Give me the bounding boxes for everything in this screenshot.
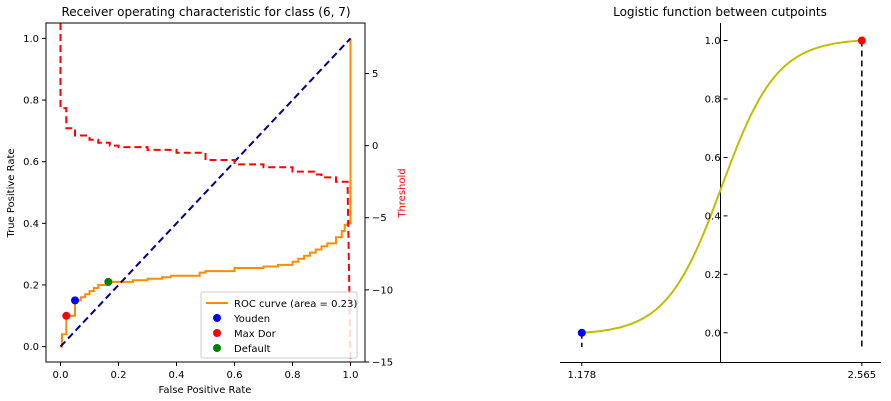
- roc-y-tick-label: 0.2: [23, 280, 39, 291]
- legend-youden-label: Youden: [233, 314, 270, 325]
- roc-y-ticks: 0.0 0.2 0.4 0.6 0.8 1.0: [23, 34, 46, 353]
- roc-y-tick-label: 0.4: [23, 219, 39, 230]
- roc-curve: [60, 38, 352, 348]
- legend-frame: [200, 291, 358, 359]
- roc-y-tick-label: 1.0: [23, 34, 39, 45]
- logistic-panel: Logistic function between cutpoints 0.00…: [560, 5, 881, 381]
- logistic-x-tick-label: 1.178: [567, 370, 596, 381]
- legend-maxdor-swatch: [213, 329, 221, 337]
- logistic-y-ticks: 0.0 0.2 0.4 0.6 0.8 1.0: [705, 36, 728, 339]
- lower-cutpoint-marker: [577, 328, 586, 337]
- logistic-y-tick-label: 0.8: [705, 94, 721, 105]
- roc-x-tick-label: 0.6: [227, 370, 243, 381]
- threshold-tick-label: 0: [372, 141, 378, 152]
- legend-maxdor-label: Max Dor: [234, 329, 277, 340]
- logistic-x-tick-label: 2.565: [848, 370, 877, 381]
- roc-y-tick-label: 0.0: [23, 342, 39, 353]
- logistic-y-tick-label: 0.2: [705, 270, 721, 281]
- roc-x-label: False Positive Rate: [159, 385, 252, 396]
- roc-x-ticks: 0.0 0.2 0.4 0.6 0.8 1.0: [53, 362, 359, 381]
- roc-threshold-label: Threshold: [397, 168, 408, 218]
- logistic-y-tick-label: 0.6: [705, 153, 721, 164]
- max-dor-marker: [62, 311, 71, 320]
- threshold-tick-label: −10: [372, 285, 393, 296]
- roc-x-tick-label: 1.0: [343, 370, 359, 381]
- roc-legend: ROC curve (area = 0.23) Youden Max Dor D…: [200, 291, 358, 359]
- roc-x-tick-label: 0.2: [111, 370, 127, 381]
- roc-title: Receiver operating characteristic for cl…: [61, 5, 350, 19]
- legend-default-swatch: [213, 344, 221, 352]
- threshold-curve: [59, 23, 352, 363]
- logistic-plot-area: [577, 36, 866, 347]
- threshold-tick-label: 5: [372, 69, 378, 80]
- legend-youden-swatch: [213, 314, 221, 322]
- default-marker: [104, 277, 113, 286]
- roc-axes-frame: [45, 22, 366, 363]
- roc-x-tick-label: 0.0: [53, 370, 69, 381]
- legend-roc-label: ROC curve (area = 0.23): [234, 299, 357, 310]
- logistic-title: Logistic function between cutpoints: [613, 5, 827, 19]
- roc-y-tick-label: 0.8: [23, 96, 39, 107]
- logistic-y-tick-label: 0.4: [705, 211, 721, 222]
- roc-y-tick-label: 0.6: [23, 157, 39, 168]
- youden-marker: [71, 296, 79, 305]
- logistic-x-ticks: 1.178 2.565: [567, 362, 876, 381]
- logistic-y-tick-label: 0.0: [705, 328, 721, 339]
- roc-x-tick-label: 0.8: [285, 370, 301, 381]
- threshold-tick-label: −15: [372, 358, 393, 369]
- chance-diagonal: [59, 37, 352, 348]
- threshold-tick-label: −5: [372, 213, 387, 224]
- roc-x-tick-label: 0.4: [169, 370, 185, 381]
- logistic-curve: [581, 39, 862, 334]
- roc-panel: Receiver operating characteristic for cl…: [6, 5, 408, 396]
- roc-threshold-ticks: 5 0 −5 −10 −15: [365, 69, 393, 369]
- logistic-y-tick-label: 1.0: [705, 36, 721, 47]
- legend-default-label: Default: [234, 344, 271, 355]
- upper-cutpoint-marker: [857, 36, 866, 45]
- roc-plot-area: [59, 23, 352, 363]
- roc-y-label: True Positive Rate: [6, 148, 17, 238]
